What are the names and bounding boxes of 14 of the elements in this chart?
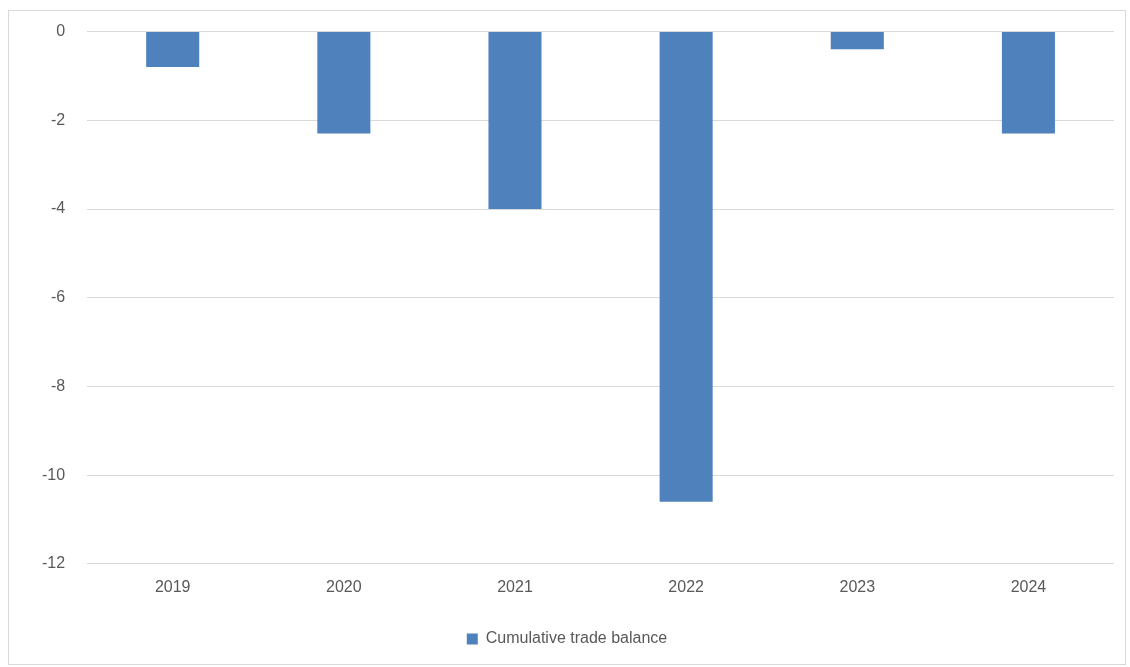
y-tick-label: -2 (50, 110, 66, 128)
y-tick-label: -12 (42, 554, 66, 572)
x-tick-label: 2022 (668, 577, 705, 595)
y-tick-label: -6 (50, 288, 66, 306)
x-tick-label: 2023 (839, 577, 876, 595)
x-tick-label: 2024 (1010, 577, 1047, 595)
y-tick-label: 0 (56, 22, 66, 40)
legend-label: Cumulative trade balance (485, 629, 668, 647)
y-tick-label: -8 (50, 376, 66, 394)
y-tick-label: -10 (42, 465, 66, 483)
x-tick-label: 2021 (497, 577, 533, 595)
y-tick-label: -4 (50, 199, 66, 217)
x-tick-label: 2019 (154, 577, 191, 595)
x-tick-label: 2020 (326, 577, 362, 595)
